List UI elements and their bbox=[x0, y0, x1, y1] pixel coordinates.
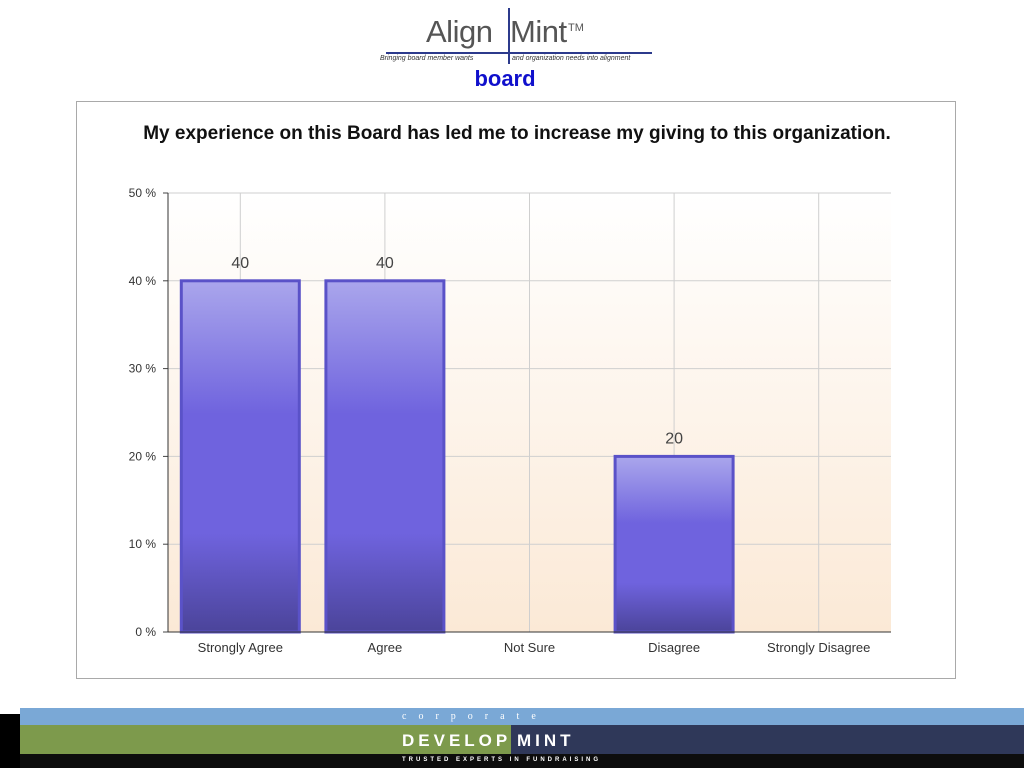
y-tick-label: 30 % bbox=[129, 362, 157, 376]
alignmint-logo: Align Mint TM Bringing board member want… bbox=[376, 6, 666, 68]
data-label: 20 bbox=[665, 430, 683, 447]
y-tick-label: 50 % bbox=[129, 186, 157, 200]
x-tick-label: Agree bbox=[368, 640, 403, 655]
data-label: 40 bbox=[376, 255, 394, 272]
y-tick-label: 0 % bbox=[135, 625, 156, 639]
footer-top-band bbox=[20, 708, 1024, 725]
logo-tagline-left: Bringing board member wants bbox=[380, 55, 474, 62]
bar-disagree bbox=[613, 454, 735, 634]
y-tick-label: 40 % bbox=[129, 274, 157, 288]
bar-agree bbox=[324, 279, 446, 634]
bars bbox=[179, 279, 735, 634]
footer-develop-text: DEVELOP bbox=[402, 731, 512, 750]
footer-bottom-band bbox=[20, 754, 1024, 768]
page-subtitle: board bbox=[474, 66, 536, 91]
logo-word-mint: Mint bbox=[510, 14, 567, 49]
x-tick-label: Not Sure bbox=[504, 640, 555, 655]
bar-chart: 0 % 10 % 20 % 30 % 40 % 50 % 40 Strongly Agree 4… bbox=[129, 186, 891, 655]
logo-trademark: TM bbox=[568, 22, 584, 34]
chart-title: My experience on this Board has led me t… bbox=[143, 123, 891, 144]
footer-green-band bbox=[20, 725, 511, 754]
footer-corporate-text: corporate bbox=[402, 711, 548, 722]
footer-navy-band bbox=[511, 725, 1024, 754]
logo-word-align: Align bbox=[426, 14, 493, 49]
x-tick-label: Strongly Disagree bbox=[767, 640, 870, 655]
x-tick-label: Strongly Agree bbox=[198, 640, 283, 655]
bar-strongly-agree bbox=[179, 279, 301, 634]
logo-divider-horizontal bbox=[386, 52, 652, 54]
logo-divider-vertical bbox=[508, 8, 510, 64]
labels: 0 % 10 % 20 % 30 % 40 % 50 % 40 Strongly Agree 4… bbox=[129, 186, 871, 655]
data-label: 40 bbox=[231, 255, 249, 272]
footer-black-block bbox=[0, 714, 20, 768]
y-tick-label: 20 % bbox=[129, 449, 157, 463]
y-tick-label: 10 % bbox=[129, 537, 157, 551]
logo-tagline-right: and organization needs into alignment bbox=[512, 55, 631, 62]
chart-panel: My experience on this Board has led me t… bbox=[76, 101, 956, 679]
axes bbox=[163, 192, 891, 633]
x-tick-label: Disagree bbox=[648, 640, 700, 655]
footer-mint-text: MINT bbox=[517, 731, 575, 750]
footer-tagline: TRUSTED EXPERTS IN FUNDRAISING bbox=[402, 757, 602, 763]
